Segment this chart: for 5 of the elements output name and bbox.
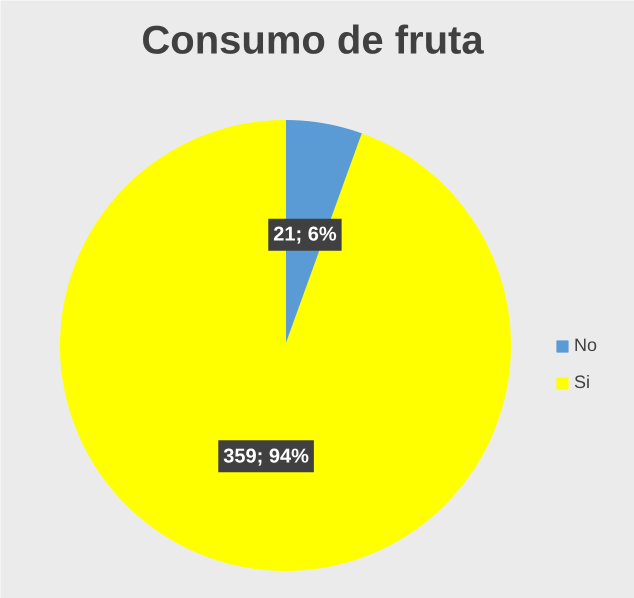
- legend-label: Si: [574, 372, 592, 393]
- data-label: 359; 94%: [223, 445, 310, 468]
- chart-title: Consumo de fruta: [141, 18, 484, 62]
- data-label: 21; 6%: [273, 224, 337, 246]
- legend-label: No: [574, 335, 598, 356]
